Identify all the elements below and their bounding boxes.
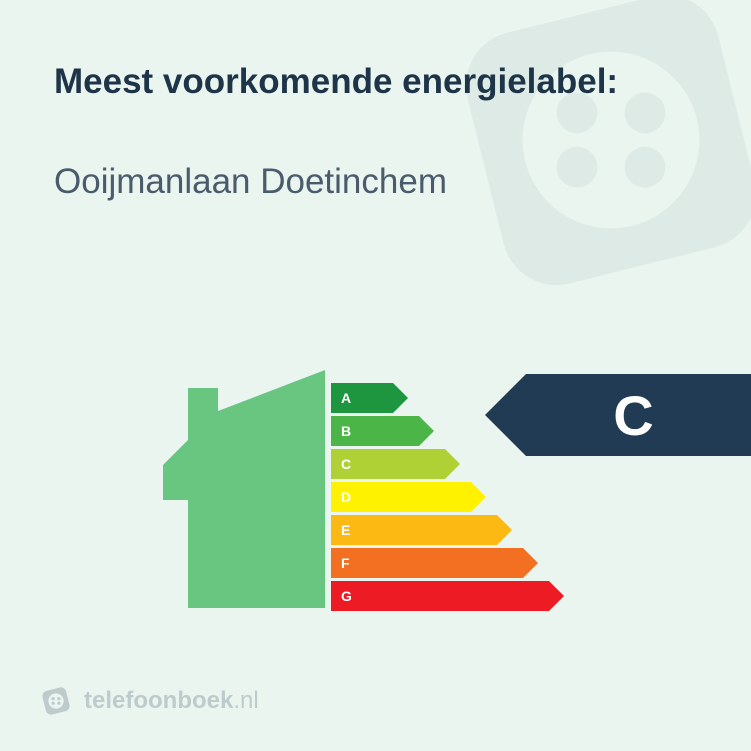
footer-brand: telefoonboek.nl — [40, 685, 259, 717]
energy-bar-g: G — [331, 581, 549, 611]
brand-text: telefoonboek.nl — [84, 687, 259, 715]
energy-bar-e: E — [331, 515, 549, 545]
bar-label: B — [341, 423, 351, 439]
energy-bar-d: D — [331, 482, 549, 512]
brand-name: telefoonboek — [84, 687, 233, 714]
page-title: Meest voorkomende energielabel: — [54, 62, 697, 102]
brand-icon — [40, 685, 72, 717]
bar-label: D — [341, 489, 351, 505]
bar-label: G — [341, 588, 352, 604]
brand-tld: .nl — [233, 687, 258, 714]
bar-label: C — [341, 456, 351, 472]
bar-label: F — [341, 555, 350, 571]
house-icon — [163, 370, 325, 608]
energy-rating-letter: C — [613, 383, 653, 448]
location-name: Ooijmanlaan Doetinchem — [54, 162, 697, 202]
energy-rating-badge: C — [526, 374, 751, 456]
bar-label: E — [341, 522, 350, 538]
bar-label: A — [341, 390, 351, 406]
energy-bar-f: F — [331, 548, 549, 578]
